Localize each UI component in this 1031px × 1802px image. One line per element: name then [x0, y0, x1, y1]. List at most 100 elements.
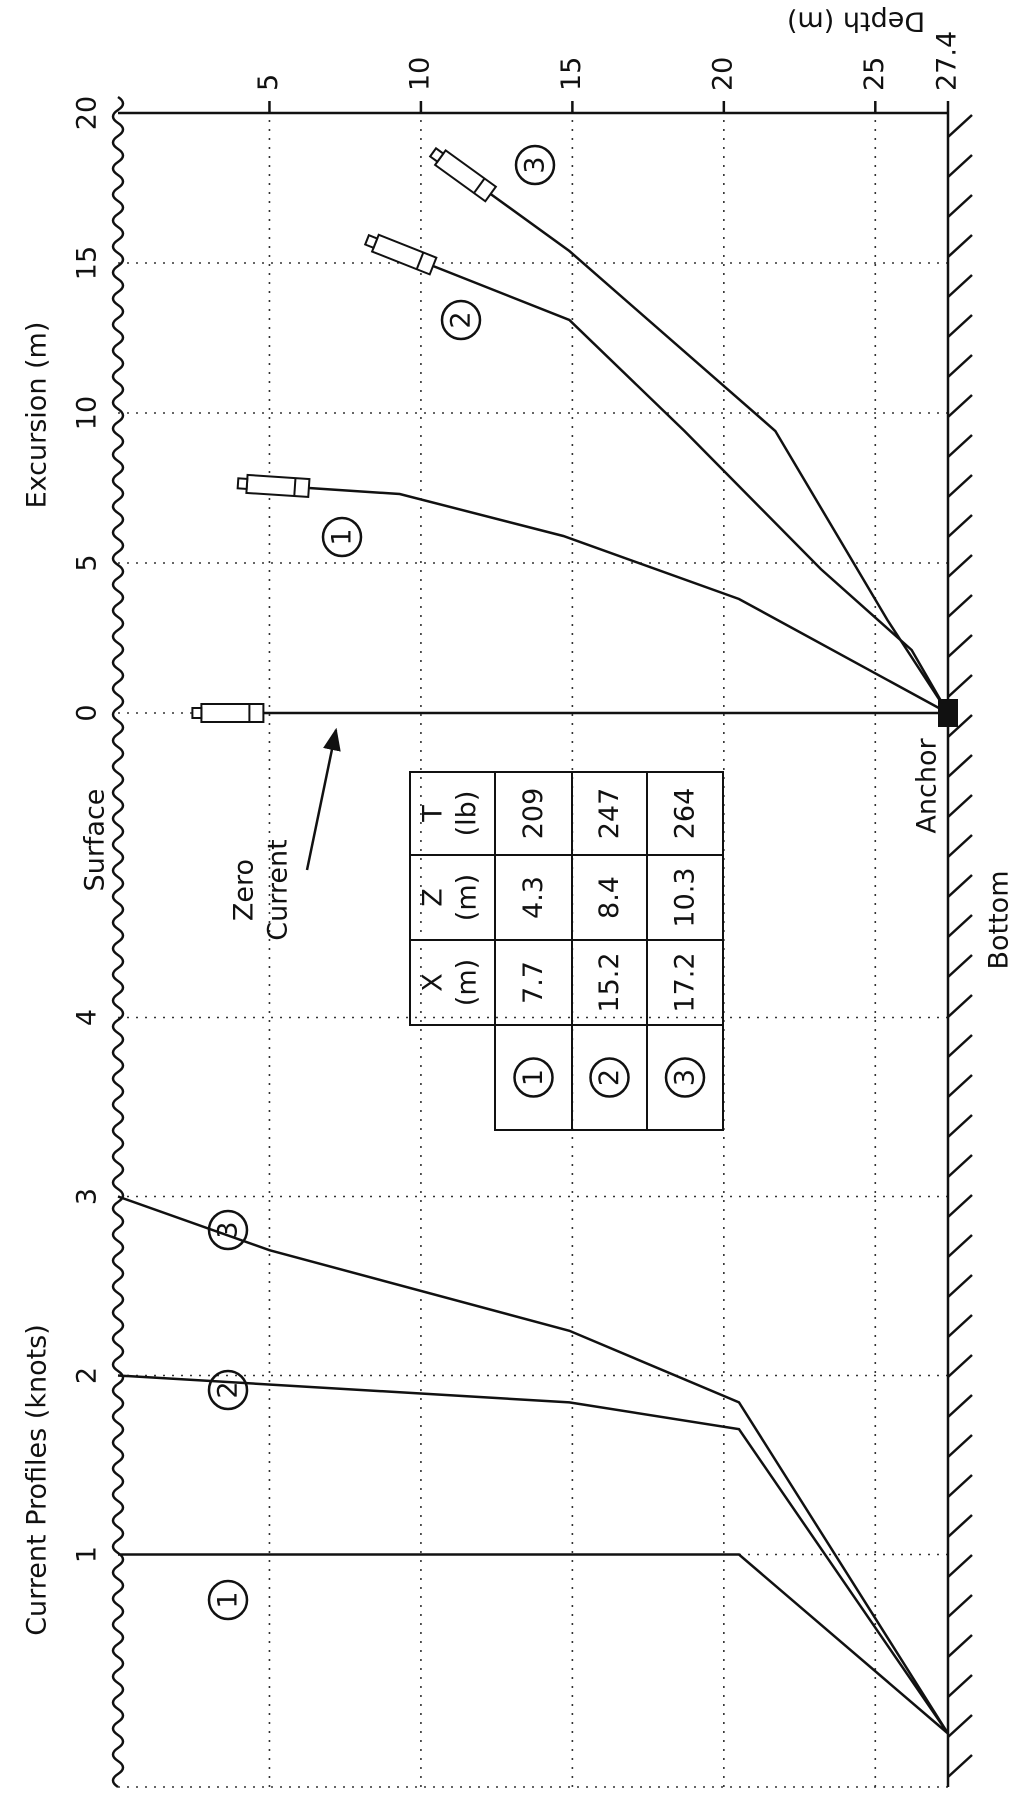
page: {"chart_data": { "type": "mooring", "exc… — [0, 0, 1031, 1802]
table-header: X — [418, 973, 449, 992]
hatch — [948, 1595, 972, 1617]
hatch — [948, 675, 972, 697]
y-tick-label: 25 — [859, 57, 890, 91]
hatch — [948, 1315, 972, 1337]
buoy-band — [294, 478, 295, 496]
hatch — [948, 1435, 972, 1457]
buoy — [192, 704, 263, 722]
hatch — [948, 795, 972, 817]
hatch — [948, 595, 972, 617]
hatch — [948, 995, 972, 1017]
table-header-unit: (m) — [452, 874, 483, 921]
table-value: 7.7 — [518, 961, 549, 1004]
arrow — [307, 730, 336, 870]
bottom-label: Bottom — [984, 870, 1015, 969]
y-tick-label: 5 — [253, 74, 284, 91]
table-value: 15.2 — [594, 952, 625, 1012]
buoy-body — [372, 235, 436, 275]
x-tick-label: 15 — [72, 246, 103, 280]
table-row-label: 2 — [594, 1069, 625, 1086]
hatch — [948, 1635, 972, 1657]
table-row-label: 3 — [670, 1069, 701, 1086]
y-tick-label: 15 — [556, 57, 587, 91]
buoy-body — [435, 150, 496, 201]
table-value: 247 — [594, 788, 625, 840]
anchor — [938, 699, 958, 727]
x-tick-label: 2 — [72, 1367, 103, 1384]
hatch — [948, 635, 972, 657]
series-label: 2 — [446, 311, 477, 328]
buoy-body — [246, 475, 309, 497]
axis-title: Current Profiles (knots) — [22, 1324, 53, 1636]
hatch — [948, 355, 972, 377]
hatch — [948, 1195, 972, 1217]
table-row-label: 1 — [518, 1069, 549, 1086]
y-tick-label: 10 — [404, 57, 435, 91]
buoy — [237, 474, 309, 497]
series-label: 3 — [520, 156, 551, 173]
axis-title: Excursion (m) — [22, 322, 53, 509]
hatch — [948, 1715, 972, 1737]
y-tick-label: 20 — [707, 57, 738, 91]
hatch — [948, 1355, 972, 1377]
hatch — [948, 915, 972, 937]
table-value: 8.4 — [594, 876, 625, 919]
x-tick-label: 4 — [72, 1009, 103, 1026]
hatch — [948, 1235, 972, 1257]
buoy-cap — [192, 708, 201, 718]
plot-area: 0 5 10 15 20 1 2 3 4 5 10 15 20 25 27.4 Excursion (m) Cu… — [22, 6, 1015, 1788]
table-value: 209 — [518, 788, 549, 840]
hatch — [948, 1755, 972, 1777]
hatch — [948, 275, 972, 297]
buoy — [364, 231, 437, 274]
table-value: 4.3 — [518, 876, 549, 919]
current-profile — [118, 1555, 948, 1734]
table-value: 17.2 — [670, 952, 701, 1012]
hatch — [948, 1115, 972, 1137]
hatch — [948, 1395, 972, 1417]
hatch — [948, 955, 972, 977]
hatch — [948, 515, 972, 537]
x-tick-label: 3 — [72, 1188, 103, 1205]
hatch — [948, 1475, 972, 1497]
hatch — [948, 435, 972, 457]
x-tick-label: 0 — [72, 704, 103, 721]
hatch — [948, 1515, 972, 1537]
axis-title: Depth (m) — [787, 6, 925, 37]
hatch — [948, 315, 972, 337]
hatch — [948, 195, 972, 217]
hatch — [948, 875, 972, 897]
mooring-line — [491, 194, 948, 713]
series-label: 3 — [213, 1221, 244, 1238]
table-header-unit: (m) — [452, 959, 483, 1006]
hatch — [948, 1075, 972, 1097]
hatch — [948, 475, 972, 497]
x-tick-label: 10 — [72, 396, 103, 430]
series-label: 1 — [327, 528, 358, 545]
anchor-label: Anchor — [912, 738, 943, 834]
buoy-cap — [238, 478, 248, 489]
chart: 0 5 10 15 20 1 2 3 4 5 10 15 20 25 27.4 Excursion (m) Cu… — [0, 0, 1031, 1802]
table-value: 264 — [670, 788, 701, 840]
x-tick-label: 20 — [72, 96, 103, 130]
hatch — [948, 835, 972, 857]
surface-wave — [113, 97, 123, 1787]
current-profile — [118, 1197, 948, 1734]
series-label: 1 — [213, 1591, 244, 1608]
hatch — [948, 155, 972, 177]
table-header: T — [418, 805, 449, 823]
hatch — [948, 555, 972, 577]
x-tick-label: 1 — [72, 1546, 103, 1563]
mooring-line — [309, 488, 948, 713]
y-tick-label: 27.4 — [932, 31, 963, 91]
hatch — [948, 1035, 972, 1057]
hatch — [948, 115, 972, 137]
hatch — [948, 395, 972, 417]
mooring-line — [433, 266, 948, 713]
hatch — [948, 1675, 972, 1697]
table-value: 10.3 — [670, 867, 701, 927]
x-tick-label: 5 — [72, 554, 103, 571]
zero-current-label: Current — [263, 839, 294, 940]
buoy — [428, 145, 496, 201]
series-label: 2 — [213, 1381, 244, 1398]
